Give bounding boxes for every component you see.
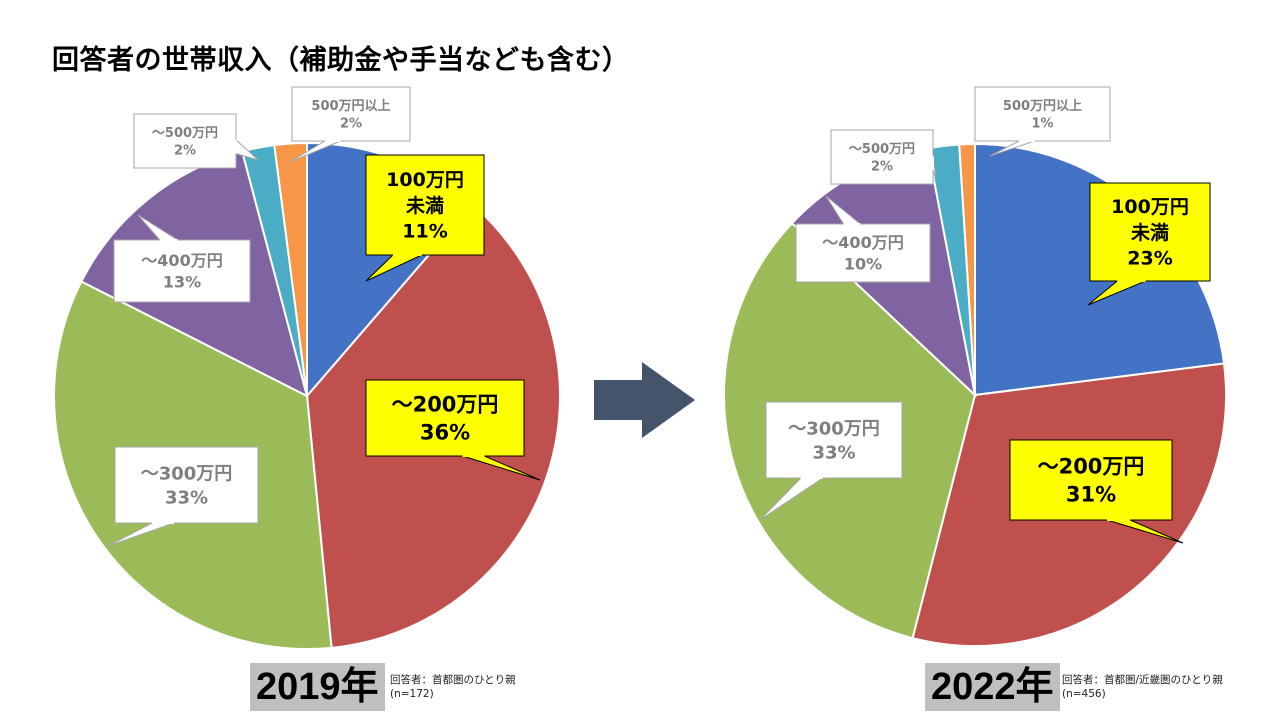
pie-slice-over500: [273, 141, 308, 397]
slice-percent-over500: 2%: [340, 116, 362, 131]
callout-box-under100: [1089, 182, 1211, 282]
respondent-note-line: 回答者：首都圏のひとり親: [390, 674, 516, 686]
respondent-note-2022: 回答者：首都圏/近畿圏のひとり親 (n=456): [1062, 673, 1223, 701]
pie-slice-over500: [958, 142, 976, 396]
slice-label-under100: 未満: [1130, 221, 1169, 244]
sample-size-note: (n=172): [390, 688, 434, 700]
respondent-note-2019: 回答者：首都圏のひとり親 (n=172): [390, 673, 516, 701]
slice-label-to400: ～400万円: [822, 233, 903, 252]
right-arrow-icon: [594, 362, 695, 438]
slice-label-to300: ～300万円: [788, 418, 880, 439]
callout-box-to300: [114, 446, 259, 524]
callout-box-over500: [291, 86, 411, 142]
callout-box-to400: [795, 223, 931, 283]
slice-percent-over500: 1%: [1031, 116, 1053, 131]
callout-box-under100: [365, 154, 485, 256]
slice-label-to300: ～300万円: [141, 463, 233, 484]
respondent-note-line: 回答者：首都圏/近畿圏のひとり親: [1062, 674, 1223, 686]
slice-label-to500: ～500万円: [152, 126, 218, 141]
slice-label-to200: ～200万円: [1038, 454, 1145, 478]
slice-label-to400: ～400万円: [141, 251, 222, 270]
slice-label-under100: 100万円: [1111, 196, 1189, 218]
callout-box-to300: [765, 401, 903, 479]
callout-box-to200: [365, 379, 525, 457]
slice-percent-to400: 10%: [844, 255, 882, 274]
year-label-2022: 2022年: [925, 663, 1060, 711]
callout-box-to500: [830, 129, 934, 185]
slice-percent-to200: 36%: [420, 421, 470, 445]
slice-label-over500: 500万円以上: [1003, 99, 1082, 114]
slice-percent-under100: 23%: [1127, 247, 1172, 269]
callout-box-over500: [974, 86, 1111, 142]
slice-label-to200: ～200万円: [392, 392, 499, 416]
slice-percent-to300: 33%: [812, 443, 855, 464]
slice-percent-under100: 11%: [402, 220, 447, 242]
year-label-2019: 2019年: [250, 663, 385, 711]
slice-percent-to300: 33%: [165, 488, 208, 509]
slice-percent-to500: 2%: [174, 143, 196, 158]
callout-box-to500: [133, 113, 237, 169]
slice-percent-to500: 2%: [871, 159, 893, 174]
slice-label-under100: 未満: [405, 194, 444, 217]
page-title: 回答者の世帯収入（補助金や手当なども含む）: [52, 45, 630, 76]
slice-label-under100: 100万円: [386, 169, 464, 191]
callout-box-to200: [1009, 439, 1173, 521]
slice-percent-to400: 13%: [163, 273, 201, 292]
slice-label-to500: ～500万円: [849, 142, 915, 157]
callout-box-to400: [113, 239, 251, 303]
slice-percent-to200: 31%: [1066, 483, 1116, 507]
sample-size-note: (n=456): [1062, 688, 1106, 700]
slice-label-over500: 500万円以上: [311, 99, 390, 114]
